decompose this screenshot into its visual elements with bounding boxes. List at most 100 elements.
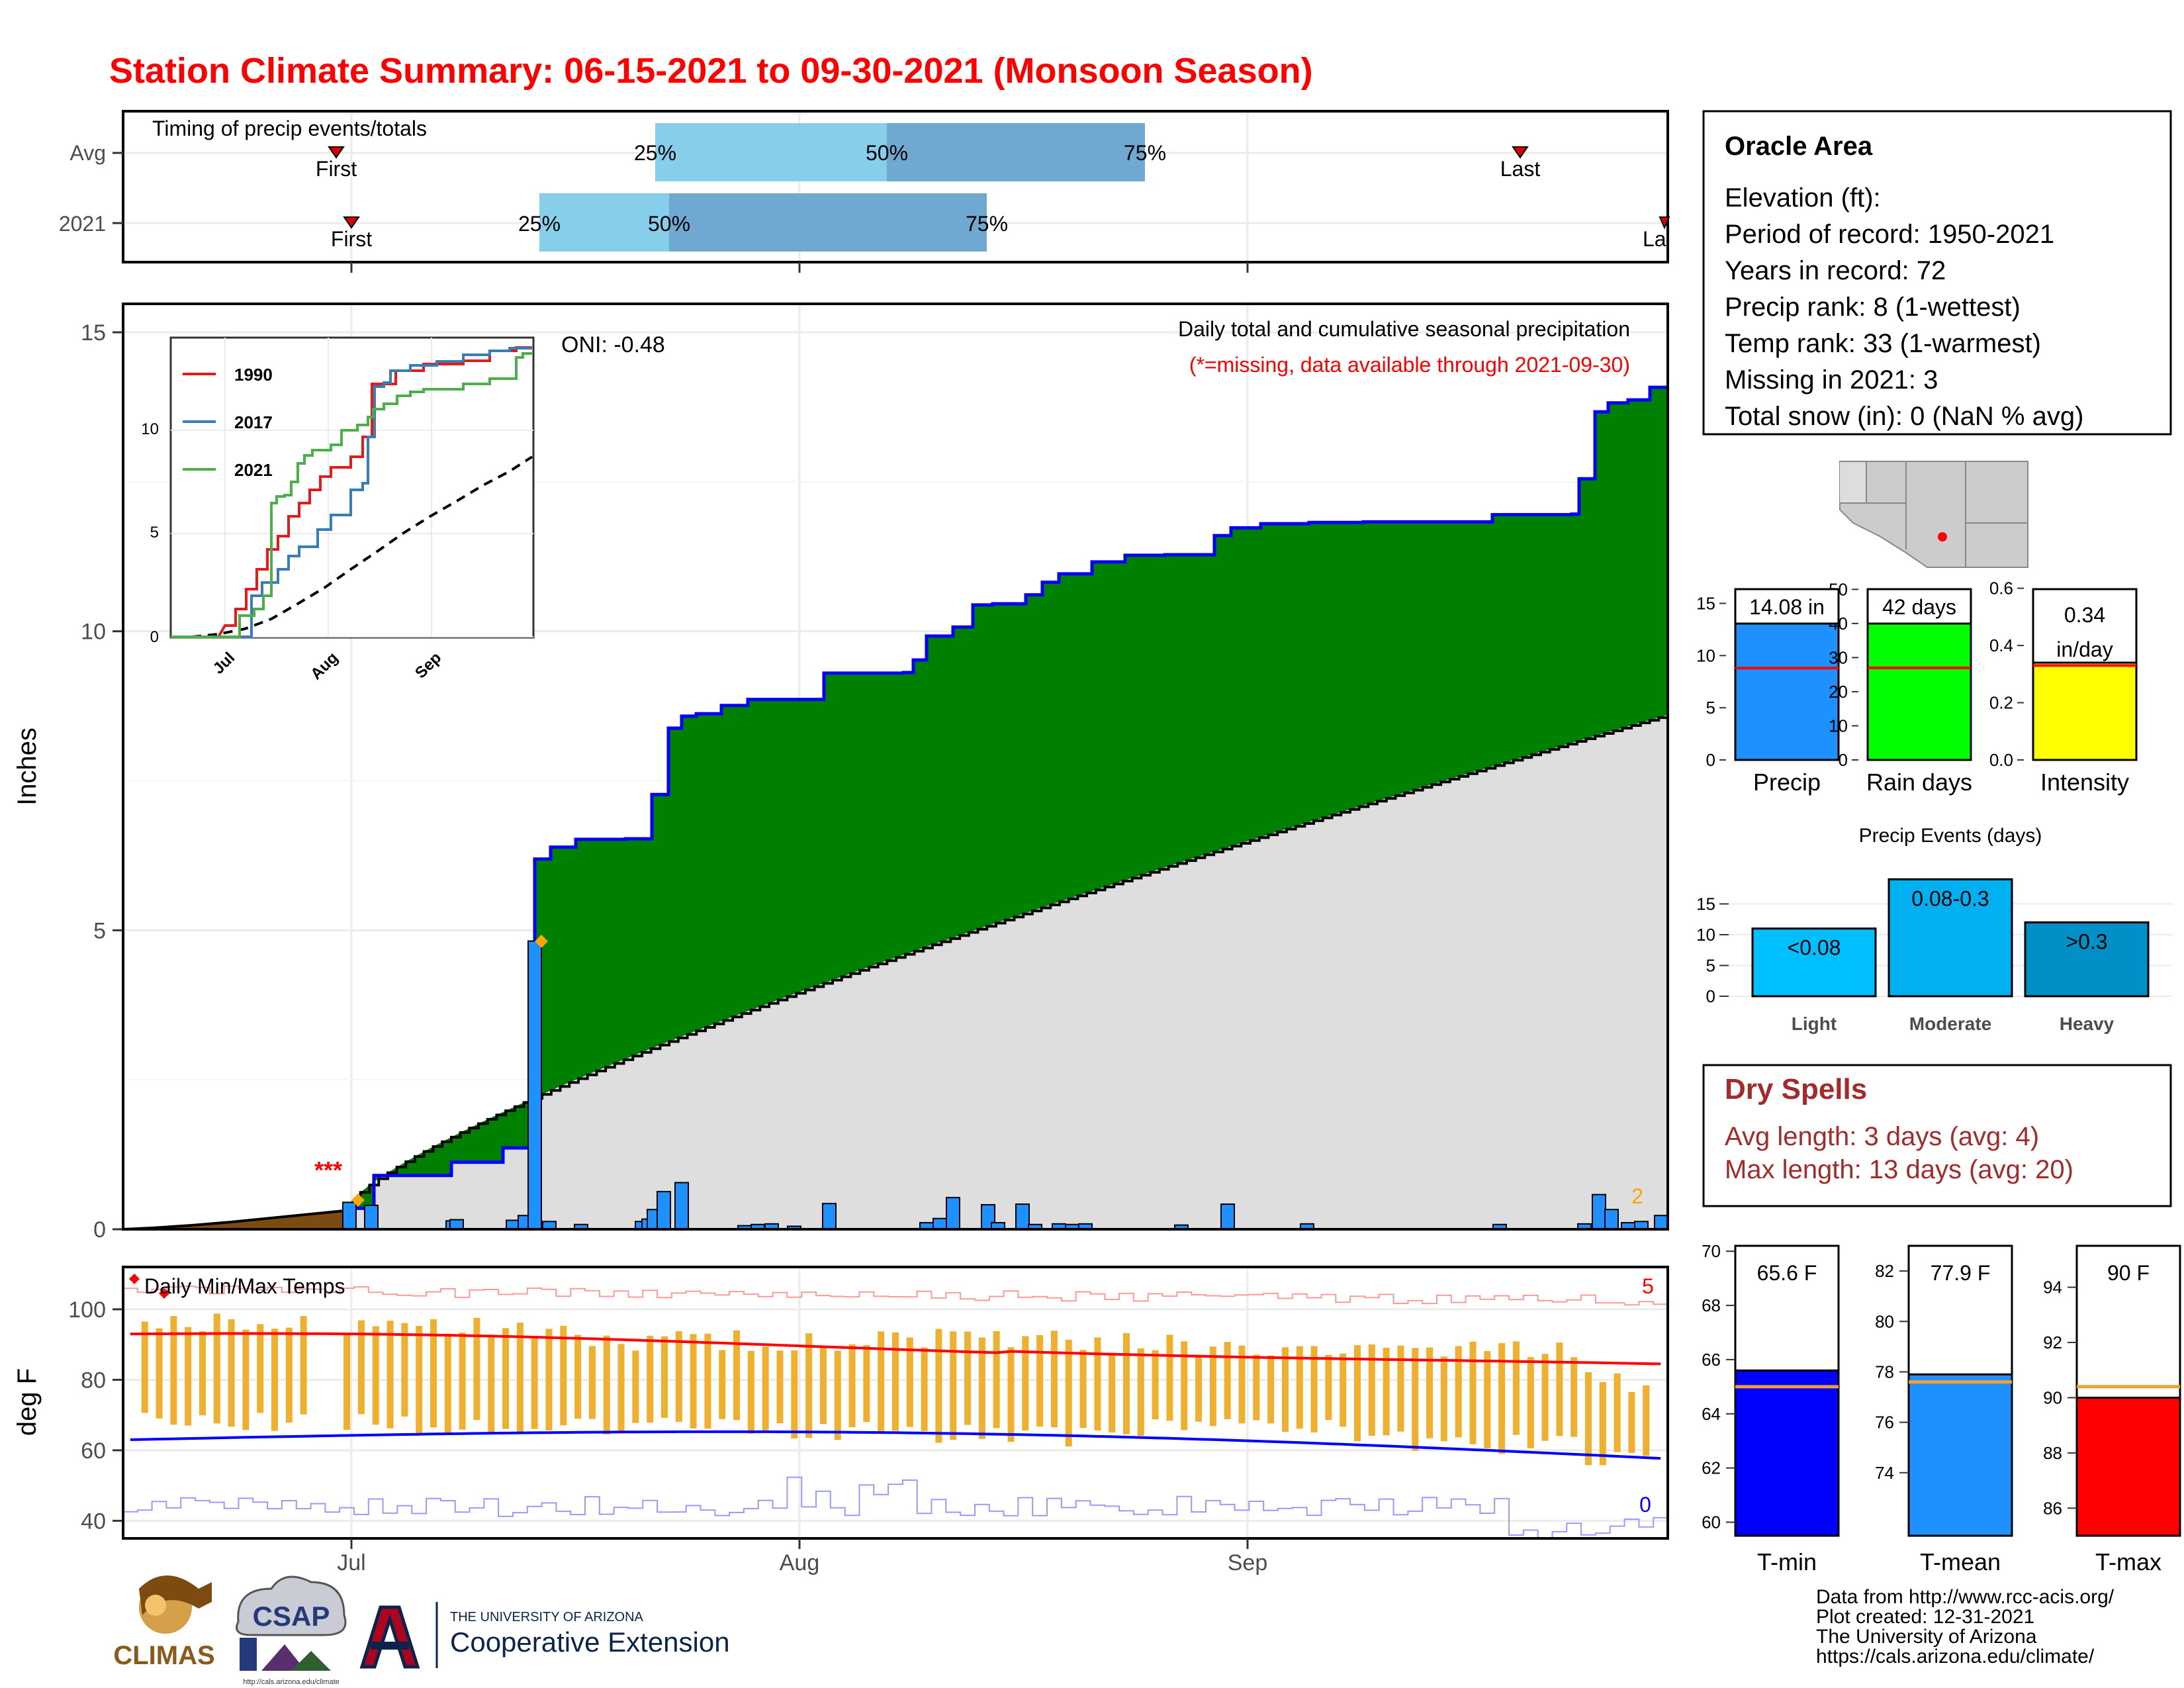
temp-range-bar	[459, 1333, 466, 1430]
y2021-p75-label: 75%	[966, 212, 1008, 236]
temp-mean-ytick-label: 66	[1702, 1350, 1721, 1370]
temp-range-bar	[430, 1319, 437, 1428]
temp-range-bar	[357, 1320, 365, 1415]
temp-min-count: 0	[1639, 1493, 1651, 1517]
temp-max-count: 5	[1642, 1274, 1654, 1298]
temp-range-bar	[1310, 1346, 1318, 1433]
temp-range-bar	[1383, 1347, 1390, 1436]
daily-precip-bar	[946, 1197, 960, 1230]
temp-mean-ytick-label: 70	[1702, 1241, 1721, 1261]
events-bar	[2024, 921, 2150, 998]
temp-range-bar	[878, 1331, 885, 1432]
events-ytick-label: 0	[1706, 986, 1715, 1006]
temp-range-bar	[1614, 1373, 1621, 1452]
events-bar	[1888, 878, 2013, 998]
temp-mean-category: T-min	[1757, 1548, 1817, 1575]
temp-mean-ytick-label: 78	[1875, 1362, 1894, 1382]
daily-precip-bar	[1015, 1203, 1030, 1231]
temp-range-bar	[1224, 1342, 1231, 1419]
season-ytick-label: 0.2	[1989, 693, 2013, 713]
temp-range-bar	[762, 1346, 769, 1430]
temp-mean-bar	[1734, 1369, 1840, 1537]
season-label-intensity: 0.34	[2064, 603, 2105, 627]
temp-range-bar	[170, 1316, 177, 1425]
temp-range-bar	[1238, 1345, 1246, 1424]
events-title: Precip Events (days)	[1859, 825, 2042, 847]
station-dot	[1938, 532, 1947, 541]
footer-line-4: https://cals.arizona.edu/climate/	[1816, 1646, 2095, 1667]
avg-cumulative-area	[351, 715, 1668, 1229]
avg-iqr-high	[887, 123, 1145, 181]
temp-range-bar	[1325, 1354, 1332, 1421]
season-ytick-label: 10	[1696, 645, 1715, 665]
temp-ytick-label: 80	[81, 1368, 106, 1393]
avg-first-label: First	[316, 157, 357, 181]
temp-range-bar	[921, 1347, 928, 1431]
footer-line-2: Plot created: 12-31-2021	[1816, 1606, 2034, 1628]
daily-precip-bar	[657, 1191, 671, 1230]
daily-precip-bar	[1592, 1194, 1606, 1231]
temp-range-bar	[257, 1324, 264, 1413]
temp-mean-ytick-label: 76	[1875, 1413, 1894, 1432]
info-line-precip-rank: Precip rank: 8 (1-wettest)	[1725, 293, 2021, 322]
footer: Data from http://www.rcc-acis.org/ Plot …	[1816, 1586, 2115, 1667]
avg-row-label: Avg	[69, 141, 106, 165]
temp-range-bar	[848, 1344, 856, 1428]
y2021-first-marker	[343, 216, 360, 229]
inset-line-2017	[171, 347, 532, 638]
temp-mean-label: 65.6 F	[1757, 1261, 1817, 1285]
temp-range-bar	[719, 1350, 726, 1419]
events-bar-label: <0.08	[1788, 936, 1841, 960]
temp-range-bar	[343, 1333, 351, 1430]
observed-cumulative-line	[349, 385, 1668, 1210]
temp-range-bar	[1541, 1354, 1549, 1441]
events-bar	[1751, 927, 1877, 998]
csap-text: CSAP	[253, 1601, 330, 1632]
events-ytick-label: 5	[1706, 956, 1715, 976]
temp-range-bar	[516, 1323, 523, 1434]
temp-title: Daily Min/Max Temps	[144, 1274, 345, 1298]
temp-range-bar	[271, 1329, 279, 1431]
temp-range-bar	[213, 1313, 220, 1424]
daily-precip-bar	[1604, 1209, 1619, 1230]
dry-spells-title: Dry Spells	[1725, 1073, 1867, 1105]
dry-spells-avg: Avg length: 3 days (avg: 4)	[1725, 1122, 2039, 1151]
temp-range-bar	[1426, 1347, 1433, 1438]
events-ytick-label: 10	[1696, 925, 1715, 945]
season-label-intensity-unit: in/day	[2056, 637, 2113, 661]
temp-mean-bar	[1907, 1373, 2013, 1537]
temp-range-bar	[372, 1326, 379, 1425]
inset-legend-2021: 2021	[234, 460, 273, 480]
temp-range-bar	[747, 1350, 754, 1434]
station-info-box: Oracle Area Elevation (ft): Period of re…	[1702, 110, 2172, 436]
normal-max-line	[130, 1332, 1661, 1366]
precip-ytick-label: 5	[93, 918, 106, 943]
season-bar-category: Intensity	[2040, 769, 2129, 796]
temp-range-bar	[906, 1337, 913, 1427]
temp-range-bar	[1397, 1345, 1404, 1432]
season-ytick-label: 20	[1829, 682, 1848, 702]
avg-last-label: Last	[1500, 157, 1541, 181]
temp-range-bar	[488, 1335, 495, 1432]
temp-mean-ytick-label: 64	[1702, 1404, 1721, 1424]
csap-logo: CSAP http://cals.arizona.edu/climate	[236, 1575, 347, 1686]
season-bar	[1866, 616, 1972, 761]
daily-precip-bar	[933, 1217, 947, 1230]
inset-legend-2017: 2017	[234, 412, 273, 432]
climas-logo: CLIMAS	[113, 1575, 215, 1670]
events-bar-label: >0.3	[2066, 929, 2107, 953]
temp-range-bar	[1050, 1331, 1058, 1428]
temp-range-bar	[1527, 1356, 1534, 1448]
temp-range-bars	[141, 1313, 1650, 1466]
temp-range-bar	[603, 1335, 610, 1435]
temp-range-bar	[1007, 1347, 1015, 1442]
temp-range-bar	[1109, 1352, 1116, 1433]
temp-mean-category: T-mean	[1920, 1548, 2001, 1575]
precip-events-panel: Precip Events (days) 0 5 10 15 <0.08 Light 0.0…	[1696, 825, 2172, 1034]
temp-range-bar	[1440, 1356, 1447, 1442]
temp-range-bar	[1123, 1333, 1130, 1434]
temp-mean-ytick-label: 60	[1702, 1513, 1721, 1532]
season-label-precip: 14.08 in	[1749, 595, 1825, 619]
temp-range-bar	[300, 1316, 307, 1415]
season-ytick-label: 0.6	[1989, 579, 2013, 598]
